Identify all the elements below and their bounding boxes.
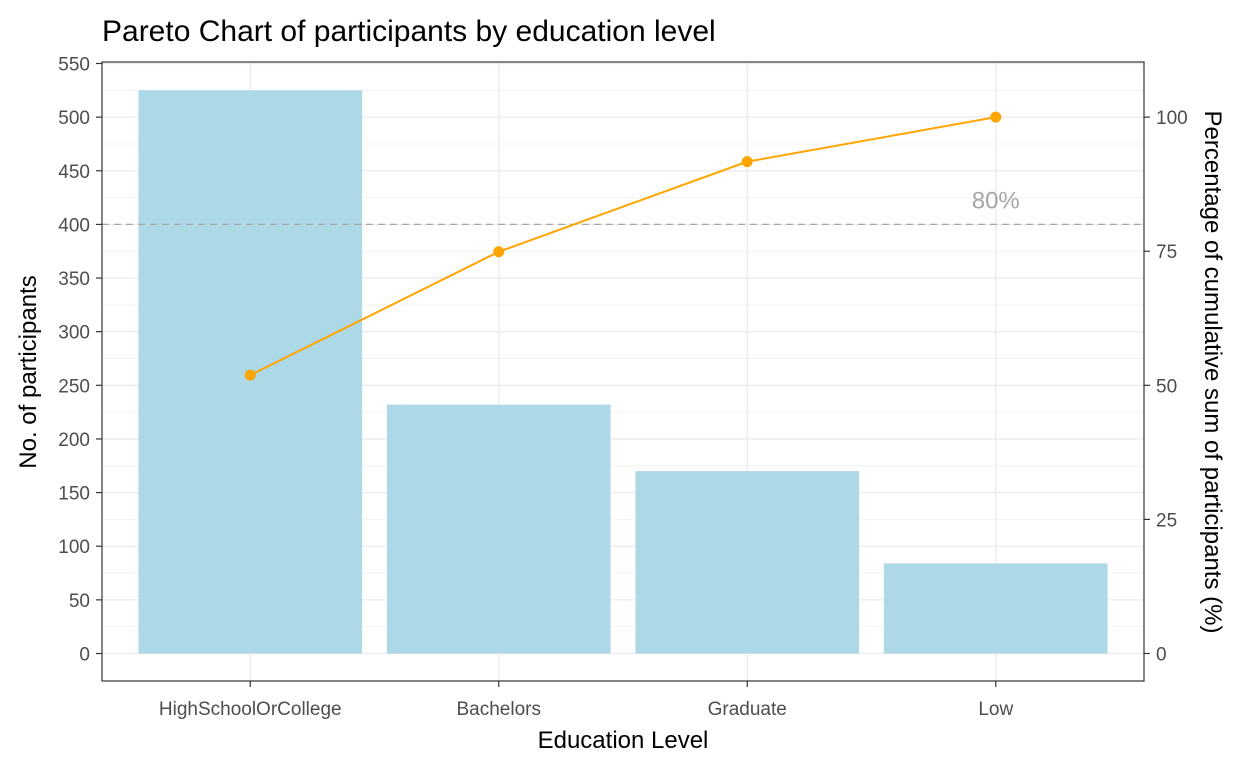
- chart-title: Pareto Chart of participants by educatio…: [102, 15, 716, 48]
- y-axis-left: 0 50 100 150 200 250 300 350 400 450 500 550: [58, 55, 102, 666]
- y2-tick-label: 25: [1156, 510, 1177, 531]
- y-tick-label: 50: [69, 591, 90, 612]
- plot-panel-border: [101, 61, 1145, 682]
- y-tick-label: 300: [58, 323, 90, 344]
- bar-Graduate: [635, 471, 860, 654]
- y-tick-label: 100: [58, 537, 90, 558]
- cumulative-line: [249, 116, 996, 377]
- x-tick-label: Bachelors: [457, 699, 542, 720]
- x-tick-label: HighSchoolOrCollege: [159, 699, 342, 720]
- y-tick-label: 450: [58, 162, 90, 183]
- y-tick-label: 500: [58, 108, 90, 129]
- y2-tick-label: 75: [1156, 242, 1177, 263]
- y-axis-title: No. of participants: [15, 275, 42, 468]
- x-axis-title: Education Level: [538, 727, 709, 754]
- cumulative-point-Low: [990, 111, 1002, 123]
- y2-tick-label: 50: [1156, 376, 1177, 397]
- y-tick-label: 350: [58, 269, 90, 290]
- x-tick-label: Graduate: [708, 699, 787, 720]
- bar-series: [138, 90, 1108, 654]
- y2-tick-label: 0: [1156, 645, 1167, 666]
- y2-tick-label: 100: [1156, 108, 1188, 129]
- cumulative-point-Graduate: [741, 156, 753, 168]
- x-axis: HighSchoolOrCollege Bachelors Graduate Low: [159, 681, 1013, 720]
- y-tick-label: 550: [58, 55, 90, 76]
- cumulative-point-HighSchoolOrCollege: [244, 369, 256, 381]
- cumulative-line-series: [244, 111, 1002, 381]
- y-tick-label: 200: [58, 430, 90, 451]
- reference-line-label: 80%: [972, 187, 1020, 214]
- y-tick-label: 150: [58, 484, 90, 505]
- y-axis-right: 0 25 50 75 100: [1144, 108, 1188, 666]
- y-tick-label: 400: [58, 215, 90, 236]
- y-tick-label: 0: [79, 645, 90, 666]
- y2-axis-title: Percentage of cumulative sum of particip…: [1199, 111, 1226, 634]
- x-tick-label: Low: [978, 699, 1013, 720]
- bar-Low: [883, 563, 1108, 654]
- reference-line-group: 80%: [102, 187, 1144, 226]
- bar-Bachelors: [386, 404, 611, 654]
- y-tick-label: 250: [58, 376, 90, 397]
- cumulative-point-Bachelors: [493, 246, 505, 258]
